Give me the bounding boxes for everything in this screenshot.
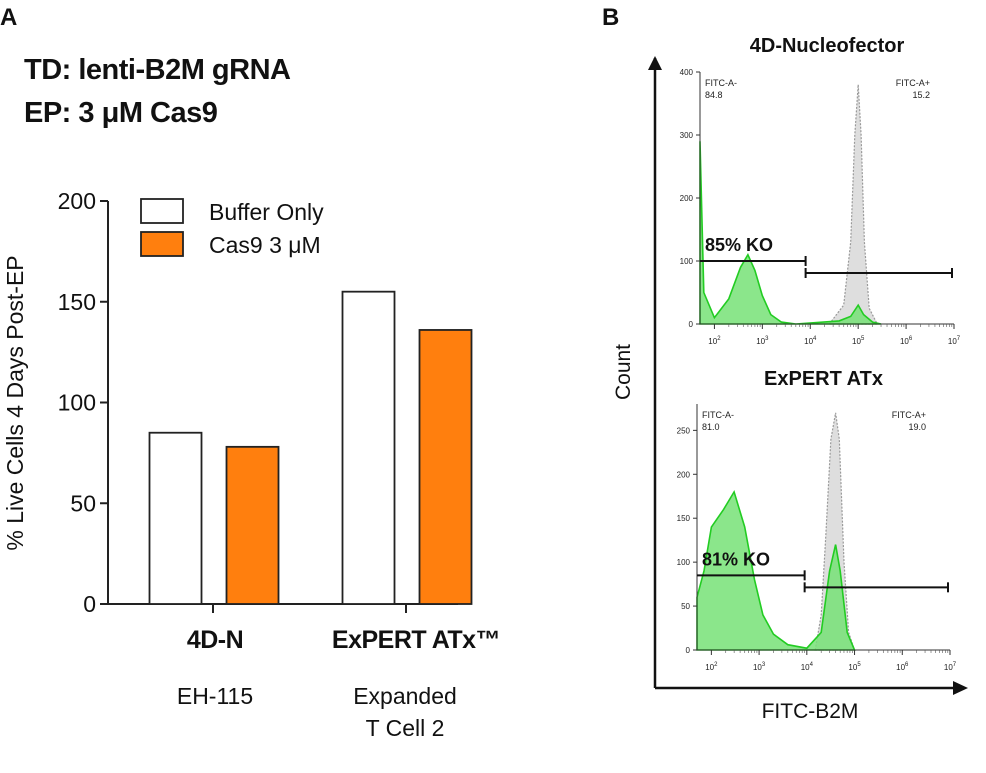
category-sub-4dn: EH-115 xyxy=(176,683,254,709)
inner-y-tick-label: 400 xyxy=(680,68,694,77)
inner-y-tick-label: 250 xyxy=(677,426,691,435)
y-axis-label: % Live Cells 4 Days Post-EP xyxy=(2,255,28,550)
y-tick-label: 200 xyxy=(58,188,96,214)
flow-cytometry-panel: 4D-Nucleofector 0 100 200 300 400 102 103 104 105… xyxy=(648,35,968,695)
inner-y-tick-label: 100 xyxy=(680,257,694,266)
histogram-title: ExPERT ATx xyxy=(764,368,883,390)
legend-label-1: Cas9 3 μM xyxy=(209,232,321,258)
legend-swatch-1 xyxy=(140,231,184,257)
condition-ep: EP: 3 μM Cas9 xyxy=(24,97,218,129)
histogram-curve-green xyxy=(699,141,882,325)
y-tick-label: 0 xyxy=(83,591,96,617)
inner-y-tick-label: 0 xyxy=(689,320,694,329)
bar-buffer-only-4dn xyxy=(148,431,203,605)
inner-x-tick-label: 104 xyxy=(804,336,817,346)
category-sub-expert-1: Expanded xyxy=(353,683,457,709)
inner-x-tick-label: 102 xyxy=(708,336,721,346)
panel-a-letter: A xyxy=(0,4,18,31)
inner-x-tick-label: 102 xyxy=(705,662,718,672)
bar-chart: 0 50 100 150 200 % Live Cells 4 Days Post-EP B… xyxy=(2,188,473,617)
inner-x-tick-label: 105 xyxy=(852,336,865,346)
gate-left-value: 81.0 xyxy=(702,422,720,432)
histogram-curve-gray xyxy=(814,412,856,651)
panel-b-letter: B xyxy=(602,4,620,31)
legend-label-0: Buffer Only xyxy=(209,199,324,225)
inner-y-tick-label: 200 xyxy=(677,470,691,479)
bar-buffer-only-expert xyxy=(341,290,396,605)
fitc-b2m-axis-label: FITC-B2M xyxy=(761,700,859,723)
count-axis-label-box: Count xyxy=(598,330,650,420)
histogram-title: 4D-Nucleofector xyxy=(750,35,905,57)
inner-x-tick-label: 105 xyxy=(848,662,861,672)
inner-x-tick-label: 103 xyxy=(753,662,766,672)
histogram-curve-gray xyxy=(828,84,879,325)
inner-y-tick-label: 50 xyxy=(681,602,690,611)
y-tick-label: 50 xyxy=(70,490,96,516)
category-label-expert: ExPERT ATx™ xyxy=(331,626,501,654)
histogram-curve-green xyxy=(696,489,856,651)
y-tick-label: 150 xyxy=(58,289,96,315)
gate-left-label: FITC-A- xyxy=(702,410,734,420)
inner-y-tick-label: 0 xyxy=(686,646,691,655)
ko-annotation: 85% KO xyxy=(705,235,773,255)
inner-x-tick-label: 107 xyxy=(948,336,961,346)
category-sub-expert-2: T Cell 2 xyxy=(365,715,445,741)
inner-x-tick-label: 107 xyxy=(944,662,957,672)
gate-right-label: FITC-A+ xyxy=(896,78,930,88)
inner-y-tick-label: 300 xyxy=(680,131,694,140)
count-axis-label: Count xyxy=(612,343,635,401)
condition-td: TD: lenti-B2M gRNA xyxy=(24,54,291,86)
gate-right-label: FITC-A+ xyxy=(892,410,926,420)
gate-right-value: 15.2 xyxy=(912,90,930,100)
gate-left-value: 84.8 xyxy=(705,90,723,100)
inner-x-tick-label: 106 xyxy=(896,662,909,672)
legend-swatch-0 xyxy=(140,198,184,224)
bar-cas9-expert xyxy=(418,329,473,605)
y-tick-label: 100 xyxy=(58,390,96,416)
ko-annotation: 81% KO xyxy=(702,549,770,569)
outer-y-arrow xyxy=(648,56,662,70)
histogram-top: 4D-Nucleofector 0 100 200 300 400 102 103 104 105… xyxy=(680,35,961,346)
outer-x-arrow xyxy=(953,681,968,695)
gate-left-label: FITC-A- xyxy=(705,78,737,88)
histogram-bottom: ExPERT ATx 0 50 100 150 200 250 102 103 104 105 106… xyxy=(677,368,957,672)
inner-y-tick-label: 150 xyxy=(677,514,691,523)
inner-x-tick-label: 103 xyxy=(756,336,769,346)
gate-right-value: 19.0 xyxy=(908,422,926,432)
inner-x-tick-label: 106 xyxy=(900,336,913,346)
inner-y-tick-label: 200 xyxy=(680,194,694,203)
bar-cas9-4dn xyxy=(225,445,280,605)
inner-x-tick-label: 104 xyxy=(801,662,814,672)
inner-y-tick-label: 100 xyxy=(677,558,691,567)
category-label-4dn: 4D-N xyxy=(186,626,244,654)
